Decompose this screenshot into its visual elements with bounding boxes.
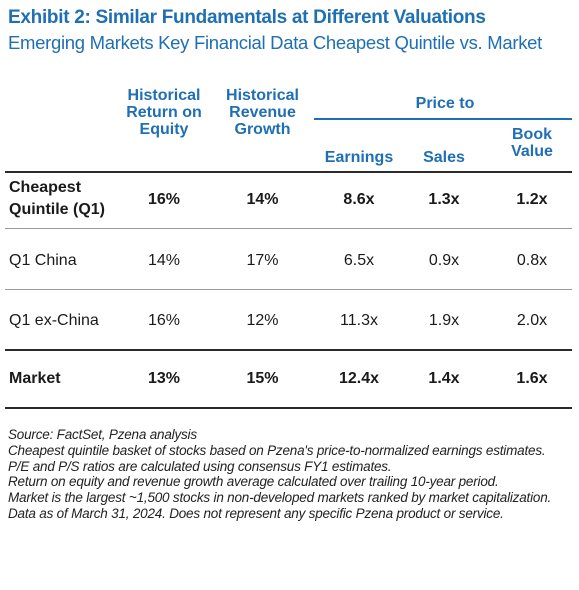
header-earnings: Earnings <box>324 149 394 166</box>
cell-sales: 1.9x <box>428 312 460 329</box>
cell-roe: 13% <box>147 370 181 387</box>
cell-book-value: 1.2x <box>516 191 548 208</box>
header-book-value: Book Value <box>511 126 553 160</box>
cell-earnings: 12.4x <box>338 370 380 387</box>
footnote: Return on equity and revenue growth aver… <box>8 474 499 490</box>
cell-book-value: 0.8x <box>516 252 548 269</box>
row-label: Q1 ex-China <box>9 312 99 329</box>
header-revenue-growth: Historical Revenue Growth <box>226 87 299 138</box>
header-roe: Historical Return on Equity <box>126 87 202 138</box>
cell-book-value: 2.0x <box>516 312 548 329</box>
footnote: P/E and P/S ratios are calculated using … <box>8 458 392 474</box>
cell-revenue-growth: 14% <box>246 191 279 208</box>
cell-roe: 14% <box>147 252 181 269</box>
cell-earnings: 8.6x <box>343 191 375 208</box>
exhibit-subtitle: Emerging Markets Key Financial Data Chea… <box>8 32 542 53</box>
row-divider <box>5 289 572 290</box>
cell-roe: 16% <box>147 191 181 208</box>
footnote-source: Source: FactSet, Pzena analysis <box>8 427 197 442</box>
cell-roe: 16% <box>147 312 181 329</box>
row-divider <box>5 349 572 351</box>
cell-earnings: 11.3x <box>340 312 378 329</box>
cell-revenue-growth: 17% <box>246 252 279 269</box>
row-label: Market <box>9 370 61 387</box>
row-label: Cheapest Quintile (Q1) <box>9 179 105 218</box>
table-bottom-rule <box>5 407 572 409</box>
exhibit-title: Exhibit 2: Similar Fundamentals at Diffe… <box>8 7 486 28</box>
cell-earnings: 6.5x <box>343 252 375 269</box>
row-label: Q1 China <box>9 252 77 269</box>
footnote: Data as of March 31, 2024. Does not repr… <box>8 505 504 521</box>
cell-sales: 0.9x <box>428 252 460 269</box>
header-price-to: Price to <box>415 95 475 112</box>
footnote: Market is the largest ~1,500 stocks in n… <box>8 490 552 506</box>
header-sales: Sales <box>423 149 465 166</box>
cell-book-value: 1.6x <box>516 370 548 387</box>
footnotes: Source: FactSet, Pzena analysis Cheapest… <box>8 427 573 522</box>
cell-revenue-growth: 15% <box>246 370 279 387</box>
row-divider <box>5 228 572 229</box>
price-to-rule <box>314 118 572 120</box>
footnote: Cheapest quintile basket of stocks based… <box>8 442 546 458</box>
cell-sales: 1.3x <box>428 191 460 208</box>
cell-sales: 1.4x <box>428 370 460 387</box>
cell-revenue-growth: 12% <box>246 312 279 329</box>
header-rule <box>5 171 572 173</box>
